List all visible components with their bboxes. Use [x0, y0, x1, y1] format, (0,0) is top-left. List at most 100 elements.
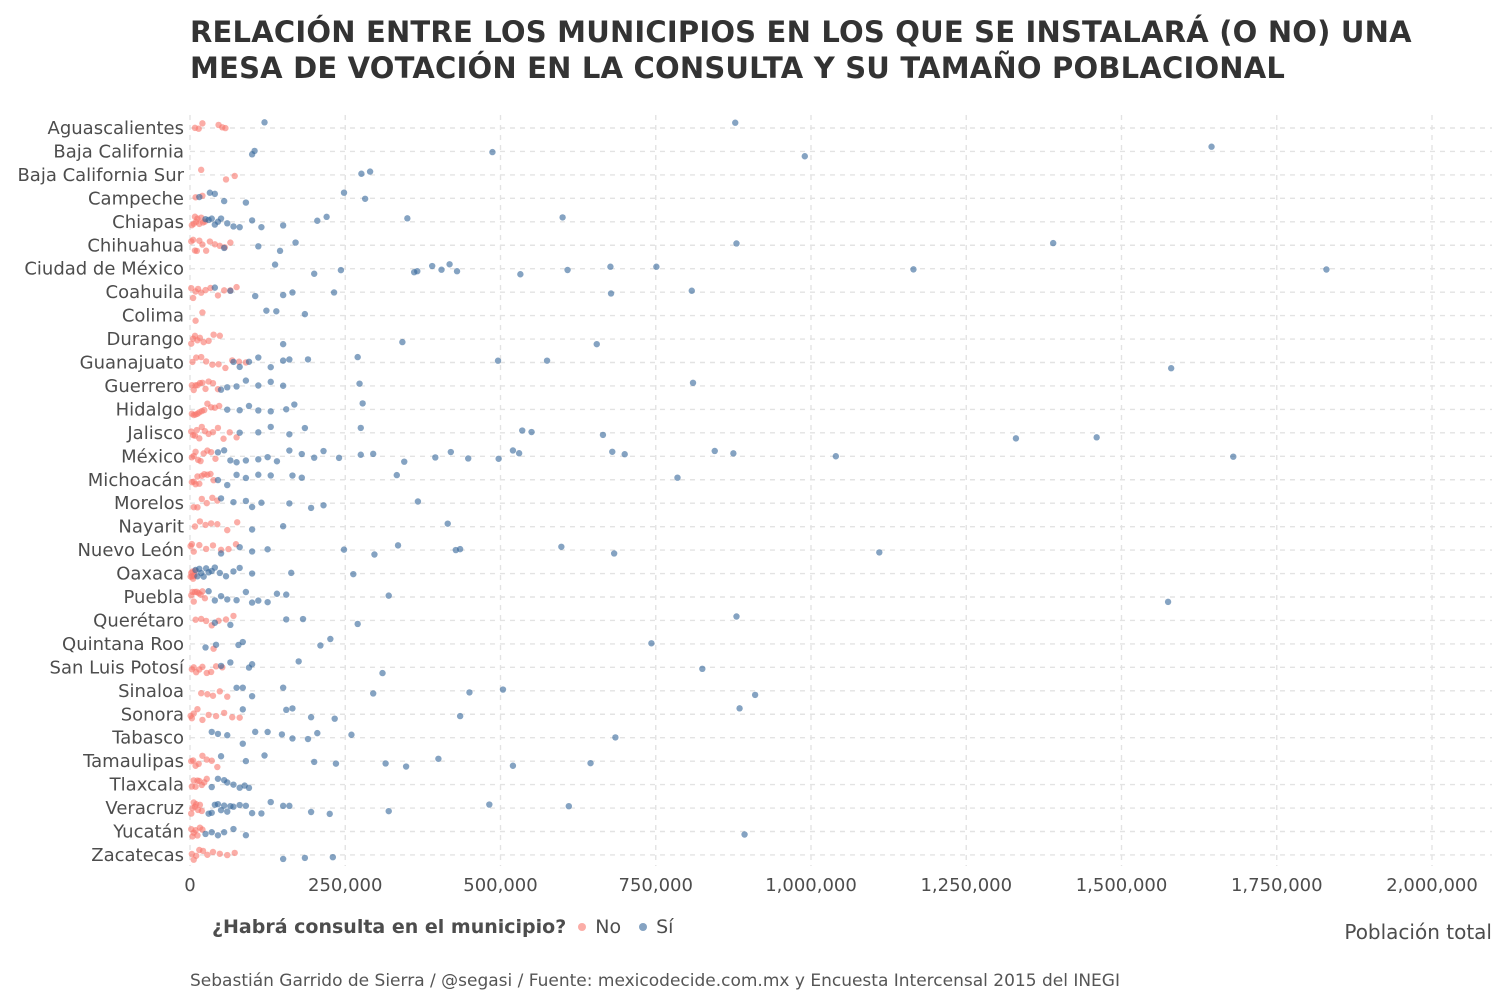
point-si — [499, 686, 507, 693]
y-tick-label: México — [121, 446, 184, 467]
point-si — [242, 832, 250, 839]
point-si — [286, 431, 293, 438]
point-no — [231, 849, 238, 857]
point-si — [261, 752, 268, 759]
point-si — [255, 456, 262, 463]
point-si — [214, 775, 222, 782]
point-si — [283, 616, 290, 623]
point-si — [876, 549, 883, 556]
point-si — [382, 760, 389, 767]
point-si — [217, 495, 225, 502]
point-si — [307, 504, 315, 512]
y-tick-label: Baja California Sur — [17, 165, 184, 186]
point-si — [323, 213, 330, 221]
y-tick-label: Tamaulipas — [82, 751, 184, 772]
point-si — [279, 855, 287, 863]
point-no — [198, 807, 205, 815]
point-si — [332, 760, 340, 767]
point-si — [307, 808, 315, 816]
point-si — [239, 706, 246, 713]
point-si — [447, 448, 455, 456]
point-no — [222, 124, 229, 132]
y-tick-label: San Luis Potosí — [50, 657, 185, 678]
point-si — [214, 832, 222, 839]
point-si — [200, 573, 207, 580]
point-si — [273, 590, 281, 597]
point-si — [217, 662, 225, 670]
point-no — [194, 504, 201, 511]
point-no — [198, 495, 205, 503]
y-tick-label: Coahuila — [106, 282, 184, 303]
point-no — [193, 354, 200, 361]
point-si — [519, 427, 526, 434]
point-no — [192, 616, 199, 623]
point-si — [335, 454, 343, 462]
point-no — [226, 429, 233, 436]
y-tick-label: Querétaro — [93, 610, 184, 631]
y-tick-label: Chihuahua — [87, 235, 184, 256]
point-si — [435, 755, 442, 762]
point-si — [242, 474, 250, 482]
point-si — [230, 568, 237, 575]
point-si — [279, 357, 287, 364]
point-si — [279, 523, 287, 530]
point-si — [329, 853, 337, 861]
point-no — [216, 688, 224, 695]
point-si — [264, 546, 271, 553]
point-si — [283, 706, 290, 714]
point-si — [239, 740, 246, 747]
point-si — [236, 363, 243, 371]
point-si — [217, 806, 225, 814]
y-tick-label: Hidalgo — [116, 399, 184, 420]
point-si — [248, 599, 256, 606]
point-si — [279, 802, 287, 810]
point-si — [267, 378, 274, 386]
point-si — [350, 570, 357, 578]
y-tick-label: Durango — [106, 329, 184, 350]
point-no — [190, 598, 197, 605]
point-si — [230, 498, 237, 506]
point-si — [489, 148, 496, 156]
point-si — [220, 802, 228, 809]
point-si — [331, 715, 338, 722]
point-no — [215, 361, 222, 368]
point-no — [193, 247, 201, 255]
point-no — [199, 847, 207, 855]
point-no — [195, 125, 202, 132]
point-si — [217, 592, 225, 600]
point-si — [311, 270, 318, 277]
x-tick-label: 500,000 — [463, 875, 537, 896]
point-no — [188, 284, 195, 292]
point-si — [255, 407, 262, 414]
point-no — [196, 480, 203, 487]
point-si — [301, 854, 309, 862]
point-no — [220, 287, 228, 294]
point-no — [207, 520, 215, 527]
point-si — [289, 705, 296, 712]
y-tick-label: Campeche — [88, 188, 184, 209]
point-no — [188, 340, 195, 347]
y-tick-label: Nayarit — [118, 517, 184, 538]
point-si — [674, 474, 681, 481]
point-si — [304, 735, 312, 743]
point-si — [263, 307, 270, 314]
point-si — [295, 658, 302, 665]
y-tick-label: Yucatán — [112, 822, 184, 843]
point-si — [233, 471, 240, 479]
point-si — [211, 564, 219, 571]
point-no — [211, 241, 219, 248]
point-si — [314, 217, 321, 224]
point-si — [242, 757, 250, 765]
point-no — [209, 379, 217, 387]
point-si — [444, 520, 451, 527]
point-si — [736, 705, 743, 712]
point-si — [286, 802, 293, 810]
point-no — [190, 664, 197, 671]
point-si — [242, 377, 250, 384]
point-si — [220, 197, 228, 205]
point-si — [233, 684, 240, 691]
point-si — [320, 502, 327, 509]
point-si — [528, 428, 535, 436]
point-no — [192, 783, 199, 790]
